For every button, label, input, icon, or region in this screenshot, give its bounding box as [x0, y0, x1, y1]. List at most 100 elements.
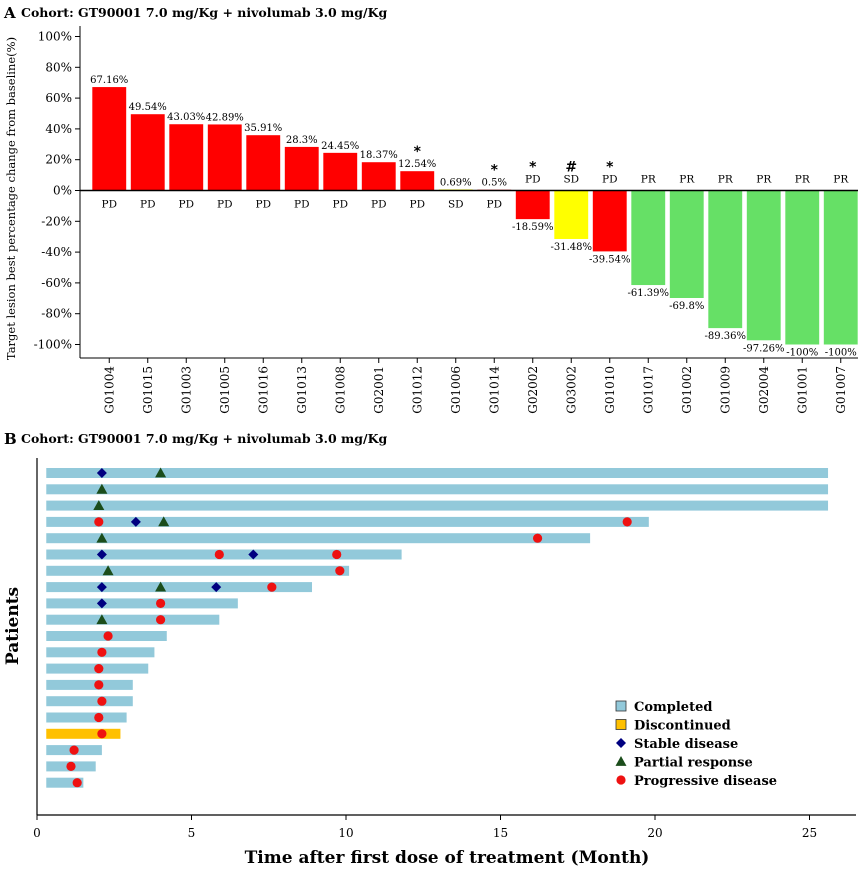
- response-label: PD: [602, 174, 617, 186]
- legend-label: Partial response: [634, 756, 753, 771]
- stable-disease-marker: [248, 549, 259, 560]
- bar-G01015: [130, 114, 165, 191]
- category-label: G01001: [795, 366, 809, 414]
- response-label: PD: [102, 199, 117, 211]
- x-tick-label: 15: [493, 826, 508, 840]
- value-label: 0.5%: [482, 178, 507, 189]
- progressive-disease-marker: [335, 566, 345, 576]
- progressive-disease-marker: [94, 712, 104, 723]
- response-label: PR: [679, 174, 695, 186]
- x-tick-label: 0: [33, 826, 41, 840]
- value-label: -100%: [825, 348, 857, 359]
- bar-G01007: [823, 190, 858, 345]
- progressive-disease-marker: [66, 761, 76, 772]
- value-label: 35.91%: [244, 123, 282, 134]
- progressive-disease-marker: [94, 680, 104, 690]
- value-label: 12.54%: [398, 159, 436, 170]
- category-label: G01010: [603, 366, 617, 414]
- bar-G01008: [323, 152, 358, 191]
- bar-G01017: [631, 190, 666, 286]
- response-label: PR: [718, 174, 734, 186]
- progressive-disease-marker: [97, 696, 107, 706]
- y-tick-label: -100%: [34, 338, 72, 352]
- value-label: -100%: [786, 348, 818, 359]
- category-label: G01007: [834, 366, 848, 414]
- category-label: G02004: [757, 366, 771, 414]
- response-label: PR: [795, 174, 811, 186]
- patient-bar: [46, 728, 121, 739]
- patient-bar: [46, 549, 402, 560]
- y-tick-label: 60%: [45, 91, 72, 105]
- progressive-disease-marker: [72, 778, 82, 788]
- panel-b-title: Cohort: GT90001 7.0 mg/Kg + nivolumab 3.…: [21, 431, 387, 446]
- bar-G01003: [169, 124, 204, 191]
- value-label: 43.03%: [167, 112, 205, 123]
- bar-G02002: [515, 190, 550, 220]
- bar-G01013: [284, 146, 319, 191]
- progressive-disease-marker: [532, 533, 543, 543]
- panel-b-label: B: [4, 430, 17, 448]
- bar-G01010: [592, 190, 627, 252]
- partial-response-marker: [96, 483, 108, 494]
- y-tick-label: -40%: [41, 245, 72, 259]
- panel-a-title: Cohort: GT90001 7.0 mg/Kg + nivolumab 3.…: [21, 5, 387, 20]
- patient-bar: [46, 484, 829, 495]
- category-label: G03002: [564, 366, 578, 414]
- y-tick-label: 20%: [45, 153, 72, 167]
- partial-response-marker: [155, 581, 167, 592]
- category-label: G01015: [141, 366, 155, 414]
- response-label: PD: [217, 199, 232, 211]
- value-label: -39.54%: [589, 254, 631, 265]
- progressive-disease-marker: [156, 598, 166, 609]
- response-label: PD: [410, 199, 425, 211]
- stable-disease-marker: [616, 738, 626, 748]
- annotation-mark: #: [565, 160, 577, 176]
- category-label: G01003: [179, 366, 193, 414]
- annotation-mark: *: [491, 163, 499, 179]
- bar-G02004: [746, 190, 781, 341]
- patient-bar: [46, 614, 220, 625]
- patient-bar: [46, 696, 133, 707]
- category-label: G01009: [718, 366, 732, 414]
- bar-G01002: [669, 190, 704, 298]
- progressive-disease-marker: [156, 615, 166, 625]
- progressive-disease-marker: [103, 631, 113, 641]
- annotation-mark: *: [414, 144, 422, 160]
- category-label: G01016: [256, 366, 270, 414]
- annotation-mark: *: [529, 160, 537, 176]
- category-label: G01004: [102, 366, 116, 414]
- partial-response-marker: [615, 756, 627, 766]
- stable-disease-marker: [96, 582, 107, 593]
- stable-disease-marker: [96, 468, 107, 478]
- category-label: G01006: [449, 366, 463, 414]
- response-label: PD: [256, 199, 271, 211]
- legend-swatch: [615, 719, 627, 730]
- x-tick-label: 25: [802, 826, 817, 840]
- y-tick-label: 40%: [45, 122, 72, 136]
- partial-response-marker: [155, 467, 167, 478]
- value-label: -31.48%: [550, 242, 592, 253]
- value-label: 18.37%: [360, 150, 398, 161]
- value-label: 0.69%: [440, 177, 472, 188]
- bar-G01004: [92, 87, 127, 191]
- response-label: SD: [448, 199, 464, 211]
- progressive-disease-marker: [94, 664, 104, 674]
- patient-bar: [46, 712, 127, 723]
- swimmer-chart: 0 5 10 15 20 25 Time after first dose of treat…: [3, 458, 856, 868]
- bar-G03002: [554, 190, 589, 239]
- partial-response-marker: [96, 614, 108, 625]
- progressive-disease-marker: [267, 582, 277, 592]
- legend-label: Progressive disease: [634, 774, 777, 789]
- partial-response-marker: [93, 500, 105, 510]
- annotation-mark: *: [606, 160, 614, 176]
- response-label: PD: [294, 199, 309, 211]
- stable-disease-marker: [130, 516, 141, 527]
- response-label: PD: [179, 199, 194, 211]
- y-tick-label: 100%: [38, 30, 72, 44]
- progressive-disease-marker: [97, 729, 107, 739]
- y-axis-title: Target lesion best percentage change fro…: [4, 37, 18, 360]
- response-label: PR: [833, 174, 849, 186]
- x-tick-label: 10: [338, 826, 353, 840]
- progressive-disease-marker: [214, 549, 224, 560]
